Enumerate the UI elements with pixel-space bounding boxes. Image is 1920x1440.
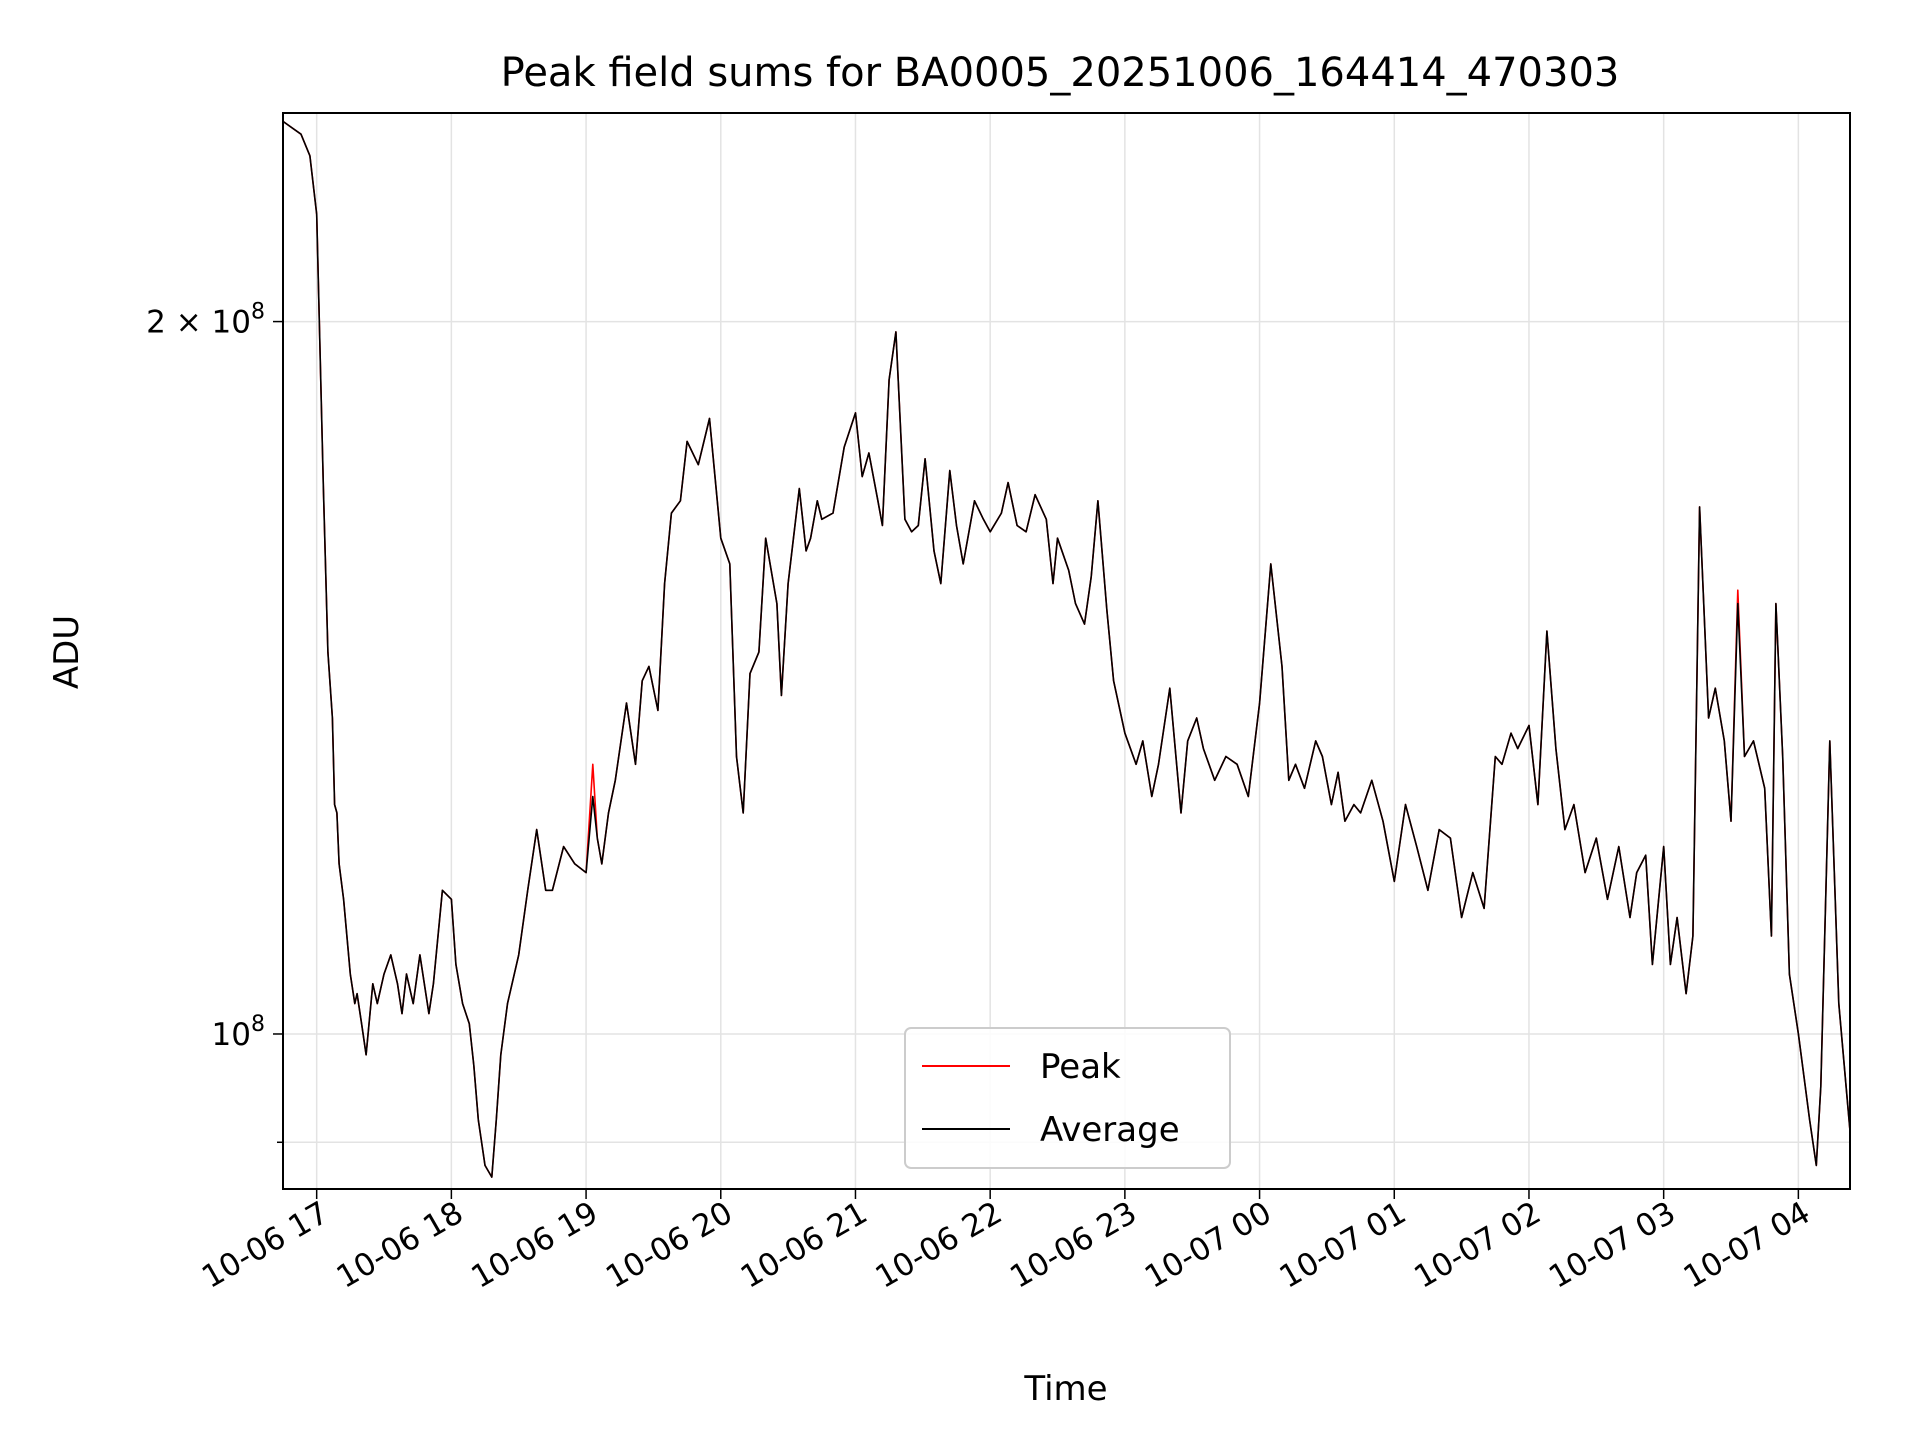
y-tick-base: 10	[212, 305, 251, 341]
y-tick-label: 2 × 108	[146, 300, 265, 341]
legend-label-peak: Peak	[1040, 1047, 1121, 1087]
x-axis-label: Time	[1023, 1369, 1107, 1409]
y-axis-label: ADU	[47, 615, 87, 689]
legend-box	[904, 1027, 1231, 1169]
y-tick-exponent: 8	[251, 300, 265, 325]
plot-series	[282, 120, 1851, 1178]
y-tick-exponent: 8	[251, 1012, 265, 1037]
y-tick-base: 10	[212, 1017, 251, 1053]
y-tick-coefficient: 2 ×	[146, 305, 211, 341]
series-line-average	[282, 120, 1851, 1178]
legend-label-average: Average	[1040, 1110, 1180, 1150]
legend: Peak Average	[904, 1027, 1231, 1169]
plot-frame	[282, 112, 1851, 1190]
y-tick-label: 108	[212, 1012, 265, 1053]
chart-title: Peak field sums for BA0005_20251006_1644…	[501, 50, 1620, 96]
